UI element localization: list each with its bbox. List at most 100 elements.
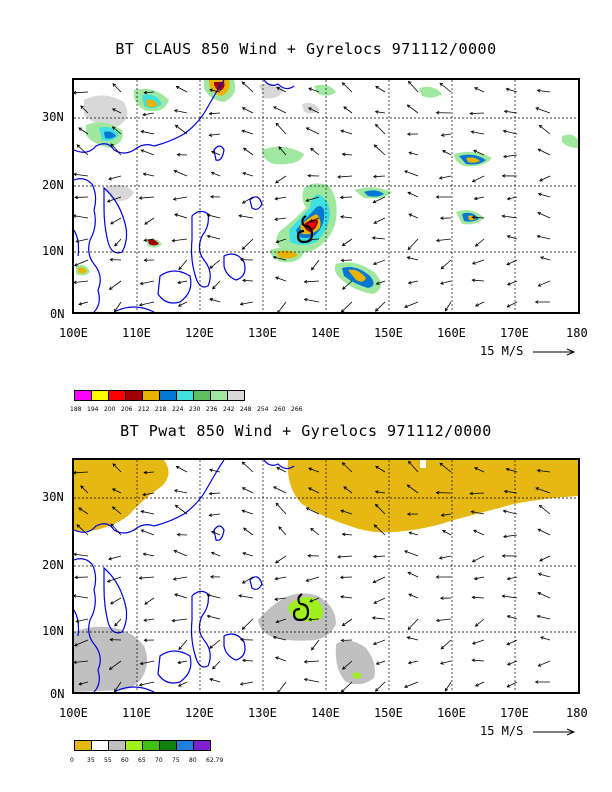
wind-vector: [80, 105, 89, 114]
wind-vector: [375, 301, 386, 312]
wind-vector-head: [439, 661, 444, 665]
wind-vector: [207, 214, 221, 219]
wind-vector-head: [342, 286, 346, 290]
wind-vector-head: [74, 575, 78, 580]
wind-vector: [375, 504, 386, 515]
wind-vector-head: [210, 195, 214, 199]
wind-vector-head: [503, 109, 508, 114]
top-colorbar-label: 224: [172, 406, 184, 413]
wind-vector: [441, 133, 452, 136]
bottom-lon-100e: 100E: [59, 706, 88, 720]
bottom-colorbar-label: 70: [155, 757, 163, 764]
cloud-features: [76, 80, 578, 294]
top-colorbar-label: 206: [121, 406, 133, 413]
wind-vector-head: [506, 196, 511, 201]
wind-vector-head: [536, 614, 541, 619]
wind-vector: [538, 660, 551, 667]
wind-vector-head: [535, 107, 540, 111]
wind-vector: [275, 276, 287, 282]
wind-vector: [242, 130, 254, 135]
wind-vector: [242, 659, 254, 662]
wind-vector: [474, 87, 485, 93]
wind-vector: [308, 487, 320, 494]
wind-vector: [78, 507, 89, 515]
wind-vector: [274, 217, 287, 220]
wind-vector: [276, 618, 287, 623]
wind-vector-head: [341, 462, 346, 466]
wind-vector-head: [439, 216, 444, 220]
wind-vector-head: [505, 467, 510, 472]
wind-vector-head: [372, 579, 377, 584]
wind-vector-head: [372, 199, 377, 204]
wind-vector-head: [78, 302, 83, 306]
wind-vector-head: [278, 526, 282, 530]
wind-vector-head: [470, 130, 475, 134]
wind-vector-head: [471, 641, 476, 645]
wind-vector: [540, 636, 551, 641]
wind-vector: [311, 639, 320, 651]
wind-vector-head: [340, 258, 345, 263]
wind-vector: [537, 469, 551, 473]
pwat-fields: [74, 460, 578, 692]
top-colorbar-label: 230: [189, 406, 201, 413]
wind-vector: [375, 491, 386, 494]
top-map-panel: [72, 78, 580, 314]
wind-vector-head: [538, 124, 543, 129]
top-lon-140e: 140E: [311, 326, 340, 340]
wind-vector-head: [308, 87, 312, 91]
wind-vector-head: [407, 626, 412, 631]
bottom-lat-10n: 10N: [42, 624, 64, 638]
wind-vector-head: [209, 265, 213, 269]
top-lat-30n: 30N: [42, 110, 64, 124]
wind-vector-head: [242, 658, 246, 663]
wind-vector-head: [311, 266, 315, 271]
wind-vector: [502, 215, 518, 219]
wind-vector-head: [539, 558, 543, 562]
wind-vector-head: [435, 238, 440, 243]
wind-vector-head: [440, 645, 445, 650]
wind-vector-head: [406, 484, 411, 488]
wind-vector-head: [74, 195, 78, 200]
wind-vector: [80, 485, 89, 494]
wind-vector: [74, 639, 89, 647]
wind-vector-head: [337, 175, 341, 179]
wind-vector: [211, 552, 221, 557]
wind-vector-head: [110, 601, 114, 605]
wind-vector: [504, 110, 518, 114]
top-colorbar-swatch: [74, 390, 92, 401]
wind-vector-head: [404, 304, 408, 308]
wind-vector-head: [78, 682, 83, 686]
wind-vector: [407, 572, 419, 578]
wind-vector: [342, 238, 353, 246]
wind-vector: [139, 301, 155, 306]
bottom-lon-150e: 150E: [374, 706, 403, 720]
wind-vector: [507, 615, 518, 620]
wind-vector: [211, 531, 221, 536]
wind-vector-head: [502, 129, 507, 134]
wind-vector-head: [506, 235, 511, 239]
wind-vector-head: [375, 281, 380, 285]
wind-vector-head: [111, 126, 116, 130]
wind-vector: [276, 87, 287, 93]
bottom-lon-130e: 130E: [248, 706, 277, 720]
top-scale-arrow-icon: [532, 348, 575, 355]
wind-vector: [143, 553, 155, 557]
wind-vector: [275, 555, 287, 564]
wind-vector: [373, 196, 386, 203]
wind-vector: [306, 507, 320, 515]
wind-vector: [539, 125, 551, 135]
wind-vector: [277, 681, 287, 692]
wind-vector: [375, 111, 386, 114]
wind-vector: [474, 196, 485, 200]
wind-vector: [242, 618, 254, 630]
wind-vector-head: [173, 549, 178, 554]
wind-vector-head: [212, 665, 216, 670]
wind-vector: [242, 81, 254, 93]
wind-vector-head: [471, 595, 476, 600]
wind-vector: [373, 259, 386, 265]
wind-vector-head: [241, 107, 246, 111]
wind-vector-head: [341, 622, 346, 627]
wind-vector-head: [474, 467, 478, 471]
wind-vector: [114, 301, 122, 312]
wind-vector-head: [303, 297, 308, 302]
